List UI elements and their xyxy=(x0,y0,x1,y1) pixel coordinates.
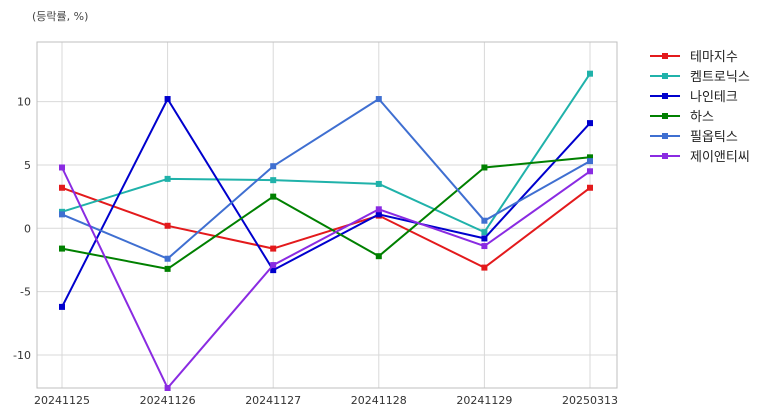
data-point xyxy=(270,245,277,252)
y-tick-label: -10 xyxy=(13,349,31,362)
data-point xyxy=(375,253,382,260)
series-line xyxy=(61,186,591,269)
data-point xyxy=(164,175,171,182)
data-point xyxy=(164,222,171,229)
x-axis-ticks: 20241125 20241126 20241127 20241128 20241129… xyxy=(34,394,618,407)
legend-label: 하스 xyxy=(690,110,714,125)
data-point xyxy=(481,243,488,250)
data-point xyxy=(587,158,593,165)
data-point xyxy=(587,168,593,175)
data-point xyxy=(375,211,382,218)
legend-item: 하스 xyxy=(650,110,714,125)
data-point xyxy=(270,262,277,269)
y-tick-label: 10 xyxy=(17,96,31,109)
data-point xyxy=(587,184,593,191)
data-point xyxy=(59,211,65,218)
legend-item: 나인테크 xyxy=(650,90,738,105)
series-group xyxy=(59,70,593,391)
data-point xyxy=(164,96,171,103)
data-point xyxy=(270,163,277,170)
y-tick-label: 0 xyxy=(24,222,31,235)
plot-frame xyxy=(36,41,618,389)
legend-item: 켐트로닉스 xyxy=(650,70,750,85)
x-tick-label: 20241126 xyxy=(140,394,196,407)
data-point xyxy=(481,264,488,271)
data-point xyxy=(481,217,488,224)
series-line xyxy=(61,98,591,260)
data-point xyxy=(59,303,65,310)
legend-label: 켐트로닉스 xyxy=(690,70,750,85)
legend-swatch-marker xyxy=(662,113,668,119)
data-point xyxy=(270,267,277,274)
y-tick-label: -5 xyxy=(20,286,31,299)
legend-swatch-marker xyxy=(662,53,668,59)
data-point xyxy=(164,255,171,262)
data-point xyxy=(587,120,593,127)
series-line xyxy=(61,156,591,270)
data-point xyxy=(59,164,65,171)
legend-label: 제이앤티씨 xyxy=(690,150,750,165)
y-tick-label: 5 xyxy=(24,159,31,172)
y-axis-ticks: 10 5 0 -5 -10 xyxy=(13,96,31,362)
x-tick-label: 20241128 xyxy=(351,394,407,407)
legend-label: 나인테크 xyxy=(690,90,738,105)
data-point xyxy=(164,385,171,391)
data-point xyxy=(375,206,382,213)
data-point xyxy=(270,193,277,200)
legend-swatch-marker xyxy=(662,153,668,159)
y-unit-label: (등락률, %) xyxy=(32,10,88,23)
legend-swatch-marker xyxy=(662,73,668,79)
legend-item: 테마지수 xyxy=(650,50,738,65)
legend-swatch-marker xyxy=(662,133,668,139)
data-point xyxy=(375,180,382,187)
legend-label: 테마지수 xyxy=(690,50,738,65)
series-line xyxy=(61,73,591,234)
series-line xyxy=(61,167,591,389)
data-point xyxy=(59,245,65,252)
x-tick-label: 20241127 xyxy=(245,394,301,407)
data-point xyxy=(481,235,488,242)
data-point xyxy=(481,164,488,171)
x-tick-label: 20241125 xyxy=(34,394,90,407)
legend-item: 필옵틱스 xyxy=(650,130,738,145)
data-point xyxy=(481,229,488,236)
legend-item: 제이앤티씨 xyxy=(650,150,750,165)
data-point xyxy=(59,184,65,191)
data-point xyxy=(587,154,593,161)
legend-label: 필옵틱스 xyxy=(690,130,738,145)
x-tick-label: 20250313 xyxy=(562,394,618,407)
data-point xyxy=(270,177,277,184)
data-point xyxy=(587,70,593,77)
data-point xyxy=(375,96,382,103)
x-tick-label: 20241129 xyxy=(456,394,512,407)
data-point xyxy=(164,265,171,272)
legend-swatch-marker xyxy=(662,93,668,99)
series-line xyxy=(61,98,591,308)
